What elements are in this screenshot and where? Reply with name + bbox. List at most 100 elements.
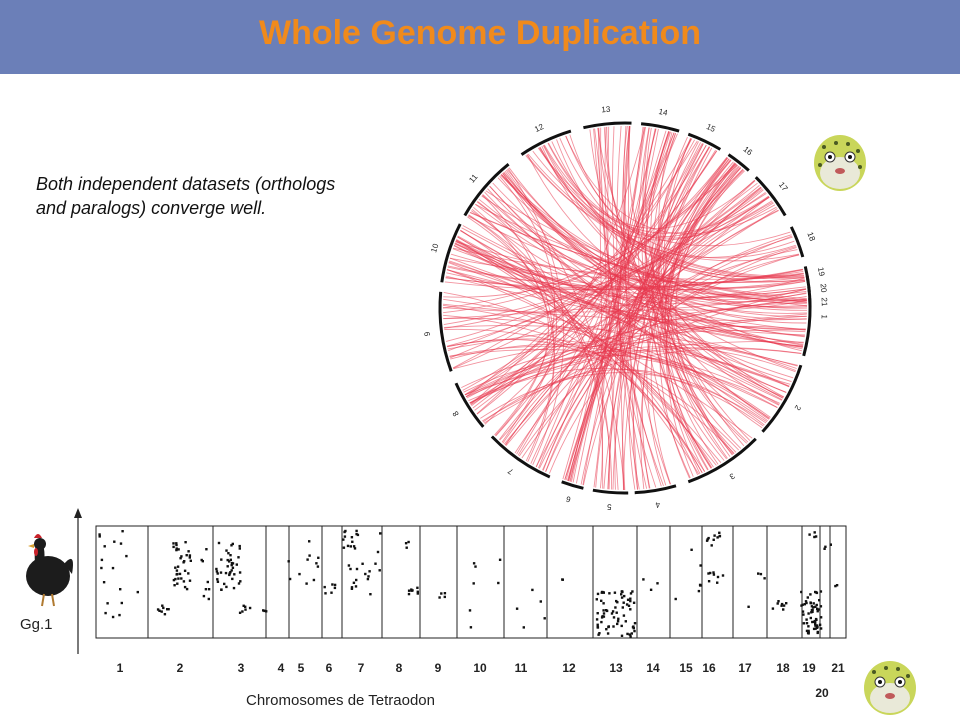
dot-point: [522, 626, 525, 629]
dot-point: [342, 546, 346, 549]
dot-point: [705, 539, 709, 542]
dot-point: [697, 589, 701, 593]
dot-point: [776, 602, 779, 605]
dot-point: [103, 545, 106, 548]
synteny-link: [538, 147, 804, 278]
synteny-link: [502, 172, 807, 320]
dot-point: [815, 624, 819, 627]
synteny-link: [627, 126, 639, 490]
dot-point: [605, 609, 609, 613]
dot-point: [819, 590, 823, 593]
dot-point: [368, 570, 371, 573]
dot-point: [355, 529, 358, 533]
dot-point: [690, 548, 693, 551]
synteny-link: [543, 144, 769, 234]
dot-point: [217, 541, 221, 545]
x-tick-label-3: 3: [238, 661, 245, 675]
dot-point: [814, 617, 818, 621]
synteny-link: [462, 149, 716, 391]
dot-point: [288, 577, 292, 581]
dot-point: [248, 606, 252, 610]
synteny-link: [449, 257, 805, 284]
dot-point: [230, 544, 233, 547]
synteny-link: [487, 188, 807, 301]
dot-point: [215, 570, 219, 573]
synteny-link: [502, 173, 625, 491]
dot-point: [620, 593, 623, 596]
dot-point: [219, 571, 223, 574]
dot-point: [812, 627, 816, 631]
dot-point: [810, 605, 814, 608]
dot-point: [633, 622, 637, 625]
dot-point: [602, 591, 605, 594]
x-tick-label-7: 7: [358, 661, 365, 675]
dot-point: [353, 547, 357, 550]
synteny-link: [461, 342, 797, 389]
dot-point: [364, 572, 367, 576]
synteny-link: [575, 130, 667, 484]
dot-point: [699, 564, 702, 567]
chromosome-label-11: 11: [467, 172, 480, 185]
dot-point: [763, 577, 766, 580]
dot-point: [352, 545, 356, 548]
dot-point: [350, 586, 354, 589]
dot-point: [818, 623, 822, 626]
dot-point: [355, 578, 358, 582]
chromosome-label-4: 4: [654, 500, 660, 510]
dot-point: [404, 542, 408, 545]
x-tick-label-6: 6: [326, 661, 333, 675]
dot-point: [707, 580, 711, 583]
dot-point: [308, 540, 311, 543]
dot-point: [613, 591, 617, 594]
synteny-link: [468, 347, 802, 402]
dot-point: [287, 560, 290, 563]
dot-point: [102, 581, 106, 584]
dot-point: [627, 604, 631, 607]
synteny-link: [504, 196, 770, 446]
dot-point: [376, 550, 380, 554]
dot-point: [205, 548, 208, 551]
chromosome-arc-18: [789, 226, 805, 258]
x-tick-label-11: 11: [515, 661, 528, 675]
dot-point: [807, 629, 810, 633]
dot-point: [757, 572, 760, 575]
dot-point: [814, 605, 817, 608]
dot-point: [813, 619, 816, 623]
dot-point: [814, 591, 818, 594]
dot-point: [713, 534, 716, 537]
chromosome-arc-17: [754, 176, 787, 217]
dot-point: [355, 567, 359, 571]
chromosome-label-19: 19: [816, 266, 827, 277]
dot-point: [172, 545, 175, 549]
dot-point: [615, 611, 618, 614]
dot-point: [98, 535, 101, 538]
chromosome-arc-11: [463, 163, 510, 217]
chromosome-arc-3: [687, 437, 757, 484]
dot-point: [166, 608, 169, 611]
dot-point: [632, 601, 636, 604]
chromosome-label-21: 21: [820, 297, 829, 307]
dot-point: [98, 533, 101, 536]
chromosome-arc-7: [490, 435, 551, 479]
synteny-link: [449, 257, 803, 347]
synteny-link: [492, 182, 807, 314]
dot-point: [104, 611, 107, 615]
dot-point: [612, 625, 615, 628]
chromosome-label-3: 3: [727, 471, 736, 481]
synteny-link: [518, 253, 800, 457]
dot-point: [823, 547, 826, 550]
dot-point: [225, 585, 228, 589]
dot-point: [182, 580, 186, 583]
synteny-link: [667, 161, 734, 460]
dot-point: [649, 588, 653, 591]
dot-point: [350, 536, 354, 539]
dot-point: [600, 591, 603, 594]
dot-point: [622, 614, 626, 617]
dot-point: [238, 611, 242, 614]
dot-point: [178, 572, 182, 576]
dot-point: [818, 599, 821, 602]
dot-point: [602, 609, 605, 612]
dot-point: [305, 582, 308, 585]
dot-point: [175, 543, 178, 547]
